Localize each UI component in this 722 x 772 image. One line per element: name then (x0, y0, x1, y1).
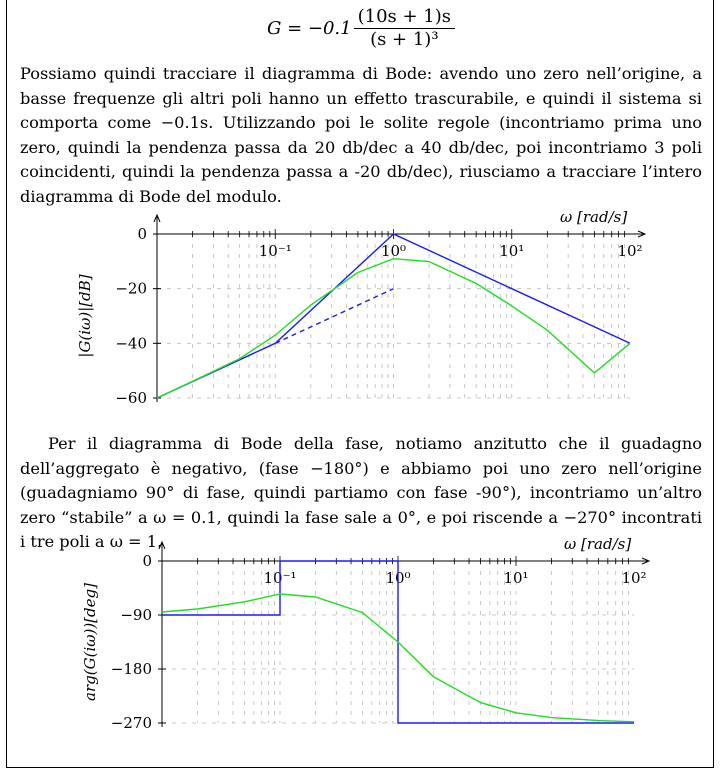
formula-numerator: (10s + 1)s (353, 6, 456, 29)
transfer-function-formula: G = −0.1 (10s + 1)s (s + 1)³ (0, 6, 722, 51)
y-axis-arrow (158, 540, 166, 550)
y-tick-label: −40 (115, 334, 147, 352)
y-tick-label: −270 (111, 714, 152, 732)
y-tick-label: −90 (120, 606, 152, 624)
x-axis-arrow (637, 230, 647, 238)
formula-fraction: (10s + 1)s (s + 1)³ (353, 6, 456, 51)
x-tick-label: 10⁰ (381, 242, 406, 260)
series-asymptotic-line (162, 560, 634, 724)
y-tick-label: −180 (111, 660, 152, 678)
formula-denominator: (s + 1)³ (370, 29, 439, 50)
series-exact-curve (156, 257, 631, 399)
y-tick-label: 0 (137, 225, 147, 243)
y-axis-label: arg(G(iω))[deg] (81, 583, 99, 701)
y-tick-label: 0 (142, 552, 152, 570)
x-axis-label: ω [rad/s] (564, 535, 631, 553)
series-dashed-asymptote (275, 288, 394, 344)
formula-lhs: G = −0.1 (266, 18, 352, 39)
x-tick-label: 10⁻¹ (259, 242, 292, 260)
y-tick-label: −60 (115, 389, 147, 407)
page-frame (6, 0, 714, 768)
paragraph-magnitude: Possiamo quindi tracciare il diagramma d… (20, 64, 702, 206)
x-tick-label: 10² (617, 242, 642, 260)
series-exact-curve (161, 593, 635, 723)
x-tick-label: 10¹ (503, 569, 528, 587)
x-tick-label: 10¹ (499, 242, 524, 260)
bode-magnitude-chart: 10⁻¹ 10⁰ 10¹ 10² 0 −20 −40 −60 ω [rad/s] |G(iω)|[… (76, 208, 647, 407)
y-tick-label: −20 (115, 280, 147, 298)
y-axis-label: |G(iω)|[dB] (76, 274, 94, 357)
paragraph-phase: Per il diagramma di Bode della fase, not… (20, 434, 702, 551)
x-axis-label: ω [rad/s] (560, 208, 627, 226)
x-tick-label: 10² (621, 569, 646, 587)
y-axis-arrow (153, 213, 161, 223)
x-axis-arrow (641, 557, 651, 565)
